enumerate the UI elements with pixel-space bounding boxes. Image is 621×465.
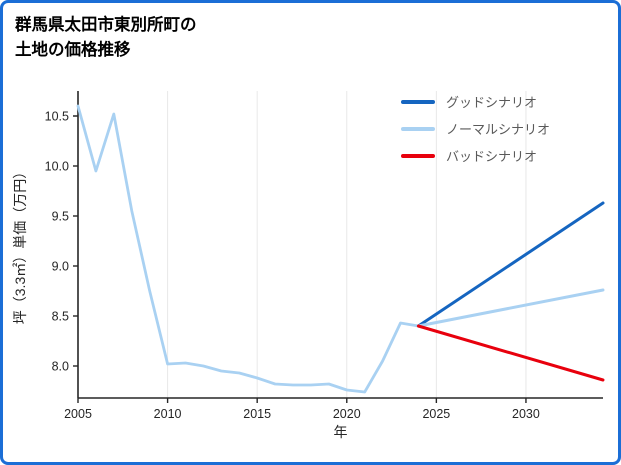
y-axis-label: 坪（3.3㎡）単価（万円）	[12, 165, 28, 324]
legend-label-bad: バッドシナリオ	[446, 149, 538, 164]
bad-scenario-line-swatch	[401, 153, 435, 158]
y-tick-label: 10.5	[45, 110, 69, 124]
y-tick-label: 9.0	[52, 260, 69, 274]
legend-item-normal: ノーマルシナリオ	[401, 120, 550, 137]
chart-title-line2: 土地の価格推移	[15, 40, 131, 59]
good-scenario-line-swatch	[401, 99, 435, 104]
x-axis-label: 年	[334, 424, 348, 440]
chart-plot: 2005 2010 2015 2020 2025 2030 8.0 8.5 9.0 9.5 10.0…	[12, 91, 605, 440]
legend-label-good: グッドシナリオ	[446, 95, 538, 110]
series-line-normal	[416, 288, 605, 328]
chart-legend: グッドシナリオ ノーマルシナリオ バッドシナリオ	[401, 93, 550, 164]
series-line-good	[416, 201, 605, 328]
y-tick-label: 9.5	[52, 210, 69, 224]
legend-label-normal: ノーマルシナリオ	[446, 122, 551, 137]
series-line-historical	[76, 104, 420, 394]
chart-title-line1: 群馬県太田市東別所町の	[15, 16, 197, 34]
legend-item-bad: バッドシナリオ	[401, 147, 550, 164]
x-tick-label: 2005	[64, 407, 92, 421]
y-tick-label: 8.5	[52, 310, 69, 324]
x-tick-label: 2030	[512, 407, 540, 421]
chart-title: 群馬県太田市東別所町の 土地の価格推移	[15, 13, 197, 63]
x-tick-label: 2020	[333, 407, 361, 421]
x-tick-label: 2015	[243, 407, 271, 421]
series-line-bad	[416, 324, 605, 382]
x-tick-label: 2025	[422, 407, 450, 421]
normal-scenario-line-swatch	[401, 126, 435, 131]
y-tick-label: 10.0	[45, 160, 69, 174]
legend-item-good: グッドシナリオ	[401, 93, 550, 110]
x-tick-label: 2010	[154, 407, 182, 421]
y-tick-label: 8.0	[52, 360, 69, 374]
